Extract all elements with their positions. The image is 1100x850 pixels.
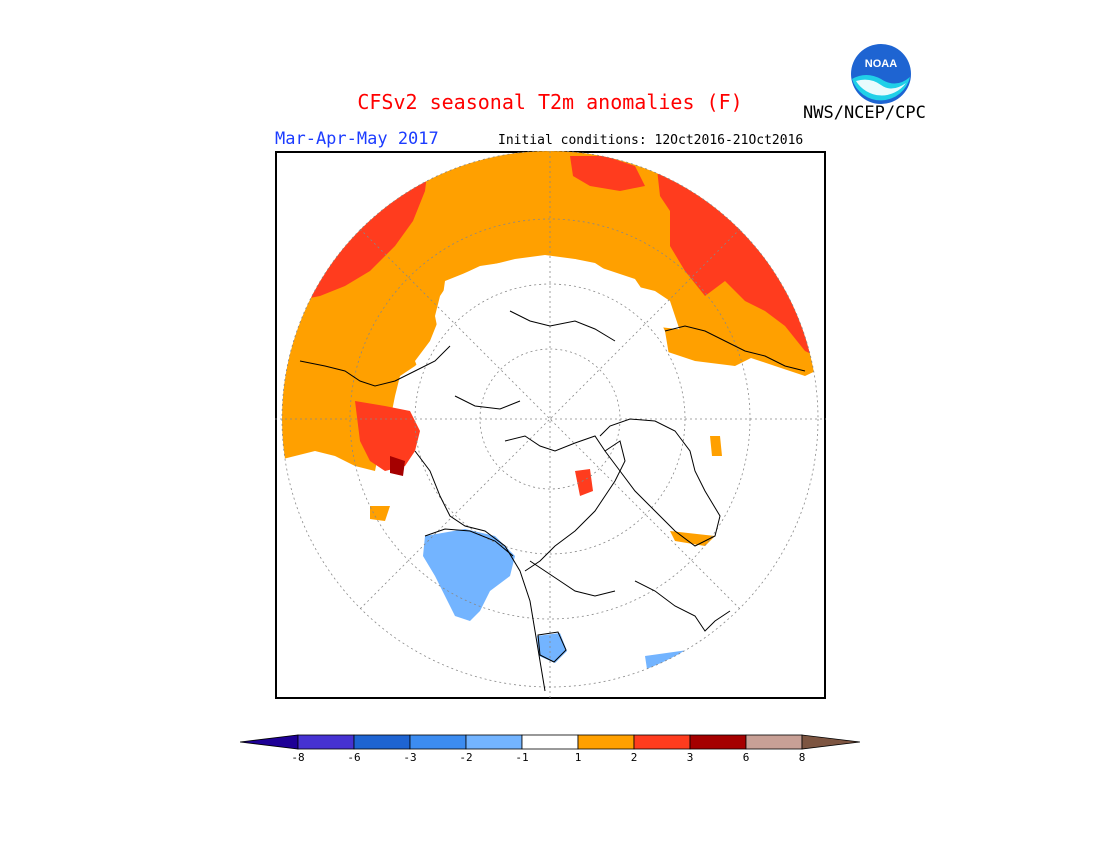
initial-conditions: Initial conditions: 12Oct2016-21Oct2016 — [498, 133, 804, 148]
warm-spot-east — [710, 436, 722, 456]
legend-segment — [353, 734, 411, 750]
legend-tick-label: 1 — [575, 751, 582, 764]
legend-tick-label: 6 — [743, 751, 750, 764]
noaa-logo: NOAA — [851, 44, 911, 104]
color-legend-ticks: -8 -6 -3 -2 -1 1 2 3 6 8 — [291, 751, 805, 764]
warm-spot-southwest — [370, 506, 390, 521]
logo-text: NOAA — [865, 58, 897, 70]
graticule — [275, 151, 826, 699]
legend-segment — [745, 734, 803, 750]
legend-segment — [297, 734, 355, 750]
color-legend: -8 -6 -3 -2 -1 1 2 3 6 8 — [240, 734, 860, 764]
warm-region-alaska — [355, 401, 420, 471]
legend-tick-label: -1 — [515, 751, 528, 764]
hot-spot-alaska — [390, 456, 405, 476]
legend-tick-label: 2 — [631, 751, 638, 764]
legend-tick-label: -2 — [459, 751, 472, 764]
legend-segment — [633, 734, 691, 750]
forecast-period: Mar-Apr-May 2017 — [275, 129, 439, 149]
warm-blob-top — [570, 156, 645, 191]
legend-segment — [521, 734, 579, 750]
cool-region-north-america — [423, 529, 515, 621]
warm-region-east-asia — [650, 326, 755, 366]
legend-tick-label: 3 — [687, 751, 694, 764]
cool-region-central — [537, 633, 567, 663]
map-title: CFSv2 seasonal T2m anomalies (F) — [357, 90, 743, 114]
agency-label: NWS/NCEP/CPC — [803, 103, 926, 123]
legend-segment — [409, 734, 467, 750]
legend-tick-label: -6 — [347, 751, 360, 764]
logo-bird — [856, 79, 906, 96]
legend-arrow-low — [240, 734, 299, 750]
legend-segment — [577, 734, 635, 750]
anomaly-map — [275, 151, 826, 699]
legend-segment — [689, 734, 747, 750]
coastlines — [299, 310, 806, 692]
warm-spot-scandinavia — [575, 469, 593, 496]
legend-segment — [465, 734, 523, 750]
legend-tick-label: -8 — [291, 751, 304, 764]
legend-tick-label: 8 — [799, 751, 806, 764]
legend-tick-label: -3 — [403, 751, 416, 764]
legend-arrow-high — [801, 734, 860, 750]
warm-spot-southeast — [670, 531, 715, 546]
color-legend-segments — [240, 734, 860, 750]
neutral-region-arctic — [415, 255, 670, 406]
